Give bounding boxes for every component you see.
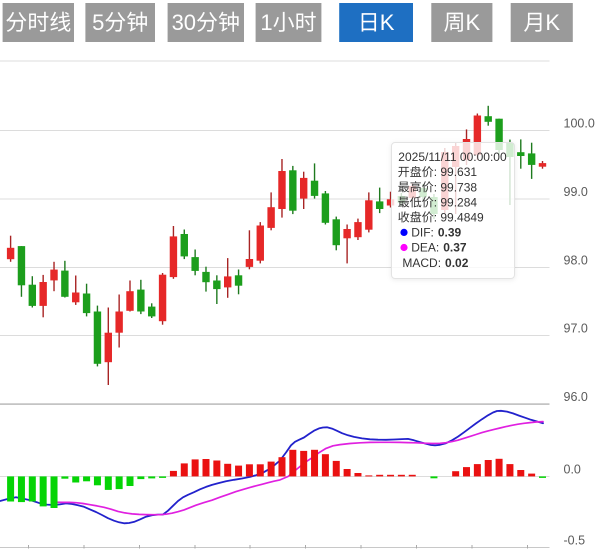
svg-text:MACD:: MACD: [402,256,444,270]
svg-text:100.0: 100.0 [564,117,595,131]
svg-text:1: 1 [260,10,272,35]
svg-text:K: K [380,10,395,35]
svg-text:0.37: 0.37 [443,241,467,255]
svg-text:30: 30 [172,10,196,35]
svg-text:: 99.284: : 99.284 [434,195,478,209]
svg-text:DIF:: DIF: [411,226,437,240]
svg-text:97.0: 97.0 [564,322,588,336]
svg-text:0.0: 0.0 [564,462,581,476]
svg-text:: 99.631: : 99.631 [434,165,478,179]
svg-text:0.39: 0.39 [438,226,462,240]
svg-text:96.0: 96.0 [564,390,588,404]
svg-text:5: 5 [92,10,104,35]
svg-text:99.0: 99.0 [564,185,588,199]
svg-text:K: K [545,10,560,35]
svg-text:DEA:: DEA: [411,241,442,255]
svg-text:: 99.738: : 99.738 [434,180,478,194]
svg-text:-0.5: -0.5 [564,534,586,548]
svg-text:K: K [466,10,481,35]
svg-text:2025/11/11 00:00:00: 2025/11/11 00:00:00 [398,150,507,164]
svg-text:98.0: 98.0 [564,253,588,267]
svg-text:: 99.4849: : 99.4849 [434,211,484,225]
svg-text:0.02: 0.02 [445,256,469,270]
